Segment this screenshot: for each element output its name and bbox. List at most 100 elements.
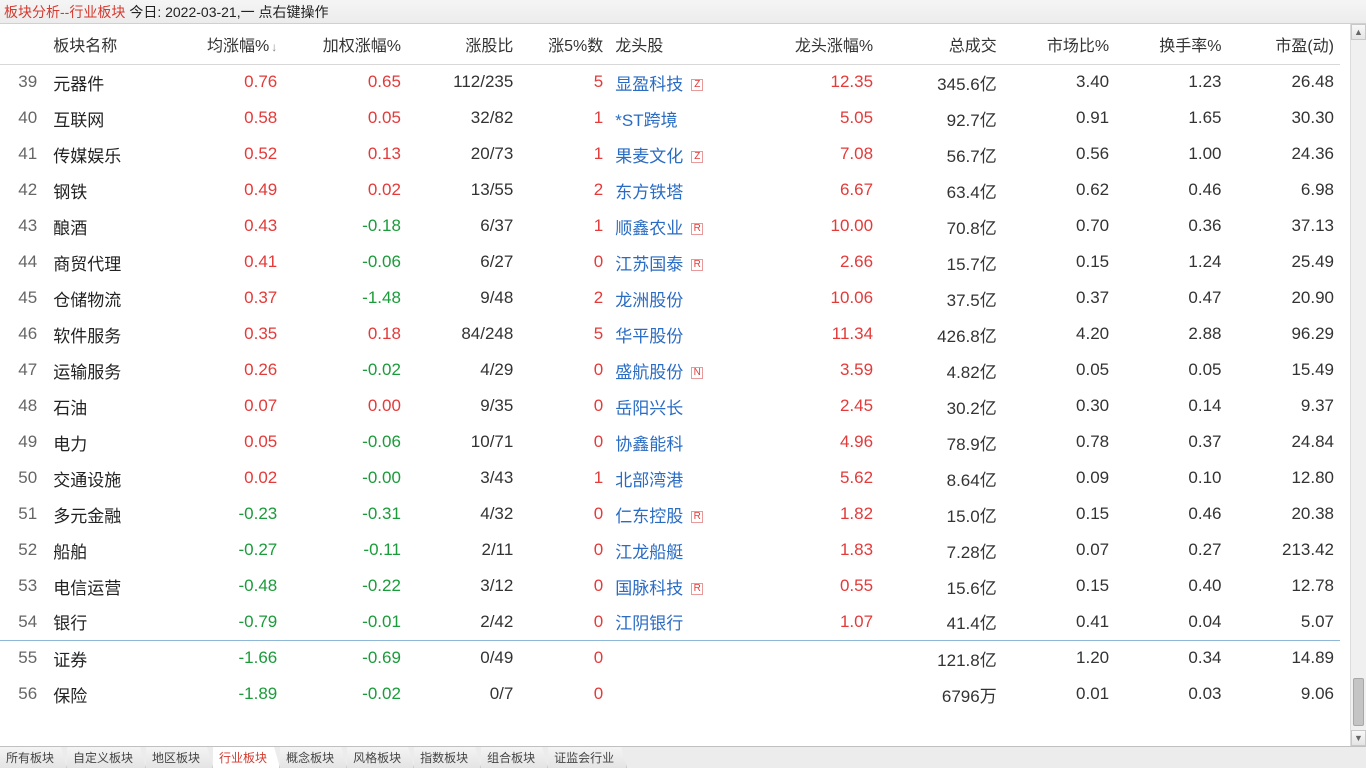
- cell-leader[interactable]: [609, 676, 733, 712]
- table-row[interactable]: 41传媒娱乐0.520.1320/731果麦文化Z7.0856.7亿0.561.…: [0, 136, 1340, 172]
- cell-name: 石油: [47, 388, 171, 424]
- cell-name: 仓储物流: [47, 280, 171, 316]
- cell-leader[interactable]: 龙洲股份: [609, 280, 733, 316]
- cell-turn: 0.34: [1115, 640, 1227, 676]
- table-row[interactable]: 50交通设施0.02-0.003/431北部湾港5.628.64亿0.090.1…: [0, 460, 1340, 496]
- table-row[interactable]: 44商贸代理0.41-0.066/270江苏国泰R2.6615.7亿0.151.…: [0, 244, 1340, 280]
- cell-pe: 20.38: [1228, 496, 1340, 532]
- cell-turn: 0.40: [1115, 568, 1227, 604]
- cell-wavg: 0.02: [283, 172, 407, 208]
- scroll-thumb[interactable]: [1353, 678, 1364, 726]
- bottom-tab[interactable]: 指数板块: [414, 747, 481, 768]
- col-header-idx[interactable]: [0, 24, 47, 64]
- bottom-tab[interactable]: 地区板块: [146, 747, 213, 768]
- cell-mkt: 0.15: [1003, 244, 1115, 280]
- cell-idx: 50: [0, 460, 47, 496]
- table-row[interactable]: 49电力0.05-0.0610/710协鑫能科4.9678.9亿0.780.37…: [0, 424, 1340, 460]
- cell-name: 酿酒: [47, 208, 171, 244]
- bottom-tab[interactable]: 概念板块: [280, 747, 347, 768]
- cell-leader[interactable]: 显盈科技Z: [609, 64, 733, 100]
- cell-wavg: -1.48: [283, 280, 407, 316]
- col-header-lchg[interactable]: 龙头涨幅%: [733, 24, 879, 64]
- cell-name: 电力: [47, 424, 171, 460]
- table-row[interactable]: 52船舶-0.27-0.112/110江龙船艇1.837.28亿0.070.27…: [0, 532, 1340, 568]
- table-row[interactable]: 51多元金融-0.23-0.314/320仁东控股R1.8215.0亿0.150…: [0, 496, 1340, 532]
- col-header-n5[interactable]: 涨5%数: [519, 24, 609, 64]
- leader-stock-name: 协鑫能科: [615, 435, 683, 454]
- cell-turn: 0.46: [1115, 496, 1227, 532]
- cell-name: 软件服务: [47, 316, 171, 352]
- cell-n5: 1: [519, 460, 609, 496]
- cell-mkt: 3.40: [1003, 64, 1115, 100]
- cell-idx: 56: [0, 676, 47, 712]
- cell-pe: 213.42: [1228, 532, 1340, 568]
- col-header-leader[interactable]: 龙头股: [609, 24, 733, 64]
- bottom-tab[interactable]: 自定义板块: [67, 747, 146, 768]
- leader-badge-icon: Z: [691, 151, 703, 163]
- cell-leader[interactable]: [609, 640, 733, 676]
- col-header-vol[interactable]: 总成交: [879, 24, 1003, 64]
- cell-leader[interactable]: 果麦文化Z: [609, 136, 733, 172]
- col-header-ratio[interactable]: 涨股比: [407, 24, 519, 64]
- table-body: 39元器件0.760.65112/2355显盈科技Z12.35345.6亿3.4…: [0, 64, 1340, 712]
- table-row[interactable]: 46软件服务0.350.1884/2485华平股份11.34426.8亿4.20…: [0, 316, 1340, 352]
- leader-badge-icon: R: [691, 583, 703, 595]
- cell-leader[interactable]: 顺鑫农业R: [609, 208, 733, 244]
- bottom-tab[interactable]: 风格板块: [347, 747, 414, 768]
- table-row[interactable]: 39元器件0.760.65112/2355显盈科技Z12.35345.6亿3.4…: [0, 64, 1340, 100]
- col-header-turn[interactable]: 换手率%: [1115, 24, 1227, 64]
- col-header-wavg[interactable]: 加权涨幅%: [283, 24, 407, 64]
- cell-leader[interactable]: 仁东控股R: [609, 496, 733, 532]
- cell-turn: 0.46: [1115, 172, 1227, 208]
- cell-leader[interactable]: 岳阳兴长: [609, 388, 733, 424]
- bottom-tab[interactable]: 组合板块: [481, 747, 548, 768]
- cell-leader[interactable]: 盛航股份N: [609, 352, 733, 388]
- col-header-mkt[interactable]: 市场比%: [1003, 24, 1115, 64]
- cell-leader[interactable]: 北部湾港: [609, 460, 733, 496]
- cell-avg: -0.27: [171, 532, 283, 568]
- cell-ratio: 112/235: [407, 64, 519, 100]
- bottom-tab[interactable]: 行业板块: [213, 747, 280, 768]
- cell-leader[interactable]: 江苏国泰R: [609, 244, 733, 280]
- cell-name: 银行: [47, 604, 171, 640]
- cell-mkt: 0.01: [1003, 676, 1115, 712]
- cell-idx: 40: [0, 100, 47, 136]
- table-row[interactable]: 42钢铁0.490.0213/552东方铁塔6.6763.4亿0.620.466…: [0, 172, 1340, 208]
- table-row[interactable]: 53电信运营-0.48-0.223/120国脉科技R0.5515.6亿0.150…: [0, 568, 1340, 604]
- cell-lchg: 4.96: [733, 424, 879, 460]
- table-row[interactable]: 45仓储物流0.37-1.489/482龙洲股份10.0637.5亿0.370.…: [0, 280, 1340, 316]
- table-row[interactable]: 47运输服务0.26-0.024/290盛航股份N3.594.82亿0.050.…: [0, 352, 1340, 388]
- cell-leader[interactable]: 江龙船艇: [609, 532, 733, 568]
- cell-turn: 0.37: [1115, 424, 1227, 460]
- leader-stock-name: 华平股份: [615, 327, 683, 346]
- table-row[interactable]: 54银行-0.79-0.012/420江阴银行1.0741.4亿0.410.04…: [0, 604, 1340, 640]
- cell-wavg: -0.02: [283, 352, 407, 388]
- leader-stock-name: 江苏国泰: [615, 255, 683, 274]
- cell-n5: 0: [519, 604, 609, 640]
- col-header-pe[interactable]: 市盈(动): [1228, 24, 1340, 64]
- table-row[interactable]: 43酿酒0.43-0.186/371顺鑫农业R10.0070.8亿0.700.3…: [0, 208, 1340, 244]
- cell-leader[interactable]: 国脉科技R: [609, 568, 733, 604]
- scroll-down-icon[interactable]: ▼: [1351, 730, 1366, 746]
- cell-pe: 25.49: [1228, 244, 1340, 280]
- cell-leader[interactable]: *ST跨境: [609, 100, 733, 136]
- bottom-tab[interactable]: 所有板块: [0, 747, 67, 768]
- cell-ratio: 84/248: [407, 316, 519, 352]
- cell-leader[interactable]: 东方铁塔: [609, 172, 733, 208]
- cell-name: 多元金融: [47, 496, 171, 532]
- col-header-avg[interactable]: 均涨幅%: [171, 24, 283, 64]
- scroll-up-icon[interactable]: ▲: [1351, 24, 1366, 40]
- bottom-tab[interactable]: 证监会行业: [548, 747, 627, 768]
- table-row[interactable]: 56保险-1.89-0.020/706796万0.010.039.06: [0, 676, 1340, 712]
- vertical-scrollbar[interactable]: ▲ ▼: [1350, 24, 1366, 746]
- col-header-name[interactable]: 板块名称: [47, 24, 171, 64]
- table-row[interactable]: 48石油0.070.009/350岳阳兴长2.4530.2亿0.300.149.…: [0, 388, 1340, 424]
- cell-leader[interactable]: 江阴银行: [609, 604, 733, 640]
- table-row[interactable]: 40互联网0.580.0532/821*ST跨境5.0592.7亿0.911.6…: [0, 100, 1340, 136]
- cell-vol: 6796万: [879, 676, 1003, 712]
- cell-leader[interactable]: 协鑫能科: [609, 424, 733, 460]
- table-row[interactable]: 55证券-1.66-0.690/490121.8亿1.200.3414.89: [0, 640, 1340, 676]
- leader-badge-icon: Z: [691, 79, 703, 91]
- cell-n5: 5: [519, 316, 609, 352]
- cell-leader[interactable]: 华平股份: [609, 316, 733, 352]
